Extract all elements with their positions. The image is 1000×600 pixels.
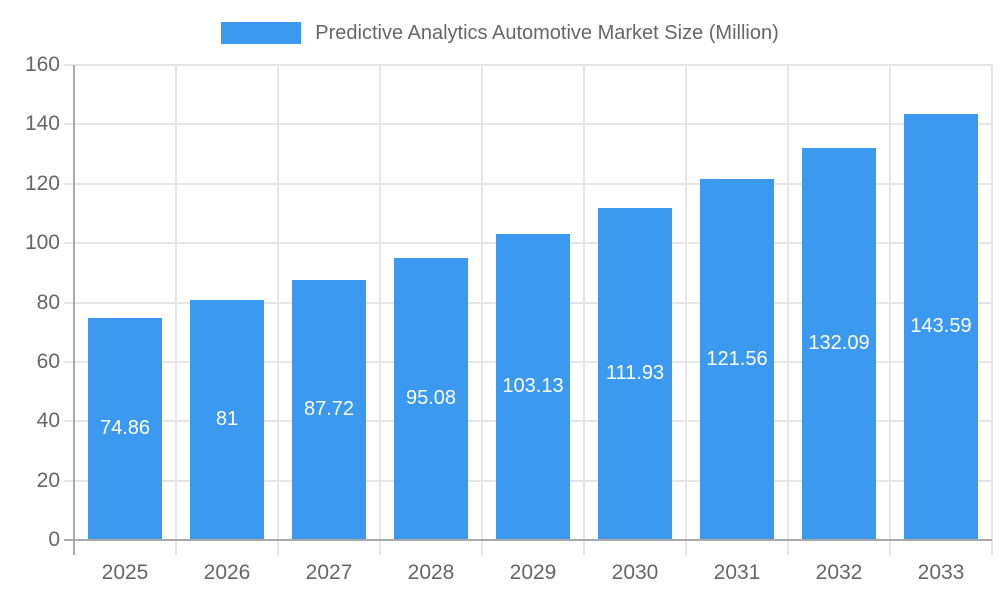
bar-2031[interactable]: 121.56 (700, 179, 774, 540)
bar-2025[interactable]: 74.86 (88, 317, 162, 540)
bar-value-label-2031: 121.56 (706, 348, 768, 371)
x-tick-5 (583, 540, 585, 555)
y-tick-120 (64, 182, 74, 185)
x-axis-label-2033: 2033 (917, 561, 965, 584)
y-axis-label-20: 20 (36, 468, 60, 492)
bar-value-label-2033: 143.59 (910, 315, 972, 338)
bar-value-label-2025: 74.86 (99, 417, 151, 440)
y-axis-label-140: 140 (24, 112, 60, 136)
y-axis-label-100: 100 (24, 231, 60, 255)
y-axis-label-120: 120 (24, 171, 60, 195)
x-gridline-5 (583, 65, 585, 540)
x-gridline-7 (787, 65, 789, 540)
x-axis-line (64, 539, 992, 541)
chart-legend[interactable]: Predictive Analytics Automotive Market S… (0, 20, 1000, 46)
y-axis-label-0: 0 (48, 528, 60, 551)
x-axis-label-2029: 2029 (509, 561, 557, 584)
bar-value-label-2030: 111.93 (605, 362, 665, 385)
y-axis-label-60: 60 (36, 349, 60, 373)
x-axis-label-2028: 2028 (407, 561, 455, 584)
bar-2033[interactable]: 143.59 (904, 113, 978, 540)
y-tick-40 (64, 420, 74, 423)
x-gridline-8 (889, 65, 891, 540)
x-axis-label-2026: 2026 (203, 561, 251, 584)
bar-value-label-2029: 103.13 (502, 375, 564, 398)
x-tick-1 (175, 540, 177, 555)
y-axis-line (73, 65, 75, 555)
legend-label: Predictive Analytics Automotive Market S… (315, 21, 779, 44)
x-axis-label-2031: 2031 (713, 561, 761, 584)
y-tick-80 (64, 301, 74, 304)
bar-value-label-2026: 81 (215, 408, 239, 431)
x-gridline-6 (685, 65, 687, 540)
y-axis-label-160: 160 (24, 53, 60, 76)
bar-2032[interactable]: 132.09 (802, 147, 876, 540)
x-tick-4 (481, 540, 483, 555)
x-tick-9 (991, 540, 993, 555)
x-gridline-1 (175, 65, 177, 540)
bar-value-label-2027: 87.72 (303, 398, 355, 421)
y-tick-140 (64, 123, 74, 126)
x-axis-label-2027: 2027 (305, 561, 353, 584)
x-tick-7 (787, 540, 789, 555)
y-gridline-140 (74, 123, 992, 126)
y-axis-label-40: 40 (36, 409, 60, 433)
bar-2026[interactable]: 81 (190, 299, 264, 540)
legend-swatch-icon (221, 22, 302, 44)
x-gridline-9 (991, 65, 993, 540)
x-tick-2 (277, 540, 279, 555)
bar-value-label-2028: 95.08 (405, 387, 457, 410)
y-tick-60 (64, 360, 74, 363)
x-axis-label-2025: 2025 (101, 561, 149, 584)
y-tick-160 (64, 64, 74, 66)
bar-2028[interactable]: 95.08 (394, 257, 468, 540)
y-gridline-120 (74, 182, 992, 185)
x-axis-label-2030: 2030 (611, 561, 659, 584)
x-tick-6 (685, 540, 687, 555)
x-gridline-4 (481, 65, 483, 540)
x-tick-8 (889, 540, 891, 555)
y-gridline-160 (74, 64, 992, 66)
bar-2030[interactable]: 111.93 (598, 207, 672, 540)
y-tick-100 (64, 242, 74, 245)
x-gridline-3 (379, 65, 381, 540)
bar-value-label-2032: 132.09 (808, 332, 870, 355)
x-axis-label-2032: 2032 (815, 561, 863, 584)
y-axis-label-80: 80 (36, 290, 60, 314)
x-gridline-2 (277, 65, 279, 540)
plot-area: 0 20 40 60 80 100 120 140 160 74.86 2025 81 2026 87.7… (25, 53, 993, 584)
x-tick-3 (379, 540, 381, 555)
bar-2027[interactable]: 87.72 (292, 279, 366, 540)
y-tick-20 (64, 479, 74, 482)
bar-2029[interactable]: 103.13 (496, 233, 570, 540)
